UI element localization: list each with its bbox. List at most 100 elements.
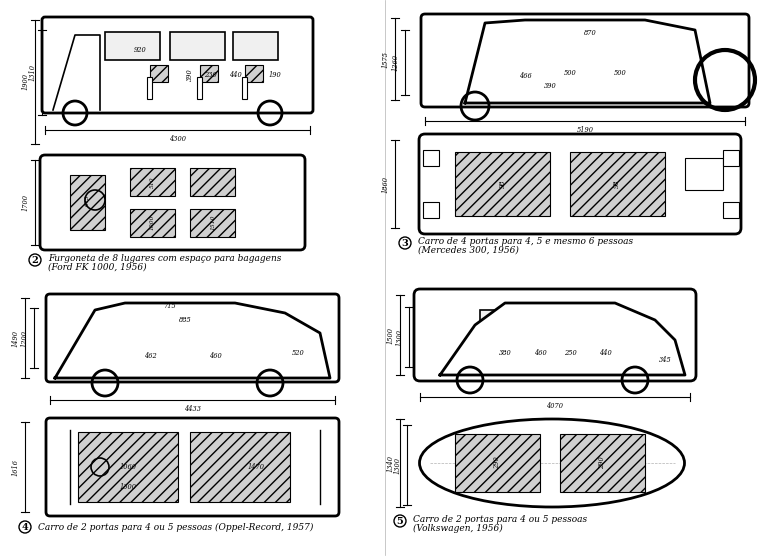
Ellipse shape <box>420 419 685 507</box>
Bar <box>560 434 645 492</box>
Polygon shape <box>440 303 685 375</box>
Bar <box>137 352 142 374</box>
Text: (Ford FK 1000, 1956): (Ford FK 1000, 1956) <box>48 263 147 272</box>
Bar <box>500 337 518 354</box>
Bar <box>685 158 723 190</box>
Text: 1300: 1300 <box>120 483 137 491</box>
Text: 1900: 1900 <box>22 73 30 90</box>
Text: 345: 345 <box>659 356 671 364</box>
Text: 500: 500 <box>563 69 577 77</box>
Text: 190: 190 <box>269 71 281 79</box>
Text: 510: 510 <box>149 176 155 188</box>
Text: 390: 390 <box>544 82 556 90</box>
Text: 2: 2 <box>32 255 38 264</box>
Text: 4300: 4300 <box>169 135 186 143</box>
Text: 675: 675 <box>85 194 89 206</box>
Text: 98: 98 <box>499 180 507 188</box>
Bar <box>493 30 543 60</box>
Text: 1340: 1340 <box>387 455 395 472</box>
Text: 1200: 1200 <box>21 329 29 347</box>
FancyBboxPatch shape <box>414 289 696 381</box>
Bar <box>455 434 540 492</box>
Text: 885: 885 <box>179 316 191 324</box>
Text: 380: 380 <box>499 349 511 357</box>
Text: 1300: 1300 <box>394 456 402 474</box>
Text: Furgoneta de 8 lugares com espaço para bagagens: Furgoneta de 8 lugares com espaço para b… <box>48 254 281 263</box>
Bar <box>77 77 82 99</box>
FancyBboxPatch shape <box>419 134 741 234</box>
FancyBboxPatch shape <box>421 14 749 107</box>
Bar <box>78 432 178 502</box>
Text: 290: 290 <box>598 456 606 469</box>
Text: 715: 715 <box>164 302 176 310</box>
Bar <box>242 77 247 99</box>
Text: 466: 466 <box>518 72 531 80</box>
Bar <box>197 77 202 99</box>
Text: Carro de 2 portas para 4 ou 5 pessoas: Carro de 2 portas para 4 ou 5 pessoas <box>413 515 587 524</box>
FancyBboxPatch shape <box>42 17 313 113</box>
Bar <box>132 310 177 335</box>
Text: (Volkswagen, 1956): (Volkswagen, 1956) <box>413 524 503 533</box>
Bar <box>582 349 587 371</box>
Bar <box>578 310 616 332</box>
Text: 870: 870 <box>584 29 597 37</box>
Text: 1500: 1500 <box>387 326 395 343</box>
Bar <box>200 65 218 82</box>
Text: 1060: 1060 <box>120 463 137 471</box>
Bar <box>190 209 235 237</box>
Text: 440: 440 <box>598 349 611 357</box>
Bar <box>550 28 605 60</box>
Text: 1700: 1700 <box>22 194 30 211</box>
Bar <box>215 340 233 357</box>
FancyBboxPatch shape <box>40 155 305 250</box>
Text: 4433: 4433 <box>184 405 201 413</box>
Bar <box>525 309 570 333</box>
Bar <box>585 337 603 354</box>
Bar <box>80 65 98 82</box>
Text: 460: 460 <box>534 349 546 357</box>
Text: 500: 500 <box>614 69 626 77</box>
Text: 290: 290 <box>493 456 501 469</box>
Text: 4: 4 <box>22 522 29 531</box>
Bar <box>480 310 520 332</box>
Text: 1860: 1860 <box>382 175 390 193</box>
Bar <box>610 63 628 80</box>
Bar <box>147 77 152 99</box>
Text: 440: 440 <box>228 71 242 79</box>
Bar <box>723 150 739 166</box>
Text: 1510: 1510 <box>211 214 215 230</box>
Text: 1260: 1260 <box>392 54 400 71</box>
Bar <box>512 75 517 97</box>
Text: Carro de 2 portas para 4 ou 5 pessoas (Oppel-Record, 1957): Carro de 2 portas para 4 ou 5 pessoas (O… <box>38 522 313 531</box>
Polygon shape <box>465 20 710 103</box>
FancyBboxPatch shape <box>46 418 339 516</box>
Bar <box>212 352 217 374</box>
Bar <box>515 63 533 80</box>
Text: 3: 3 <box>402 239 409 248</box>
Text: 250: 250 <box>563 349 577 357</box>
Bar <box>455 152 550 216</box>
Bar <box>170 32 225 60</box>
Bar <box>723 202 739 218</box>
Bar <box>607 75 612 97</box>
Bar <box>423 202 439 218</box>
Text: 462: 462 <box>144 352 156 360</box>
Text: 390: 390 <box>186 69 194 81</box>
Text: 1300: 1300 <box>396 329 404 346</box>
Text: 1490: 1490 <box>12 329 20 347</box>
Text: 460: 460 <box>209 352 221 360</box>
Bar <box>190 432 290 502</box>
Text: 920: 920 <box>134 46 146 54</box>
Text: 1310: 1310 <box>29 64 37 81</box>
Bar <box>245 65 263 82</box>
Bar <box>610 30 660 60</box>
Text: 5190: 5190 <box>577 126 594 134</box>
Bar <box>130 209 175 237</box>
Bar <box>70 175 105 230</box>
Bar <box>140 340 158 357</box>
Text: 98: 98 <box>613 180 621 188</box>
Text: 1575: 1575 <box>382 50 390 68</box>
Text: 1000: 1000 <box>149 214 155 230</box>
Text: 5: 5 <box>396 516 403 525</box>
Text: 520: 520 <box>291 349 305 357</box>
